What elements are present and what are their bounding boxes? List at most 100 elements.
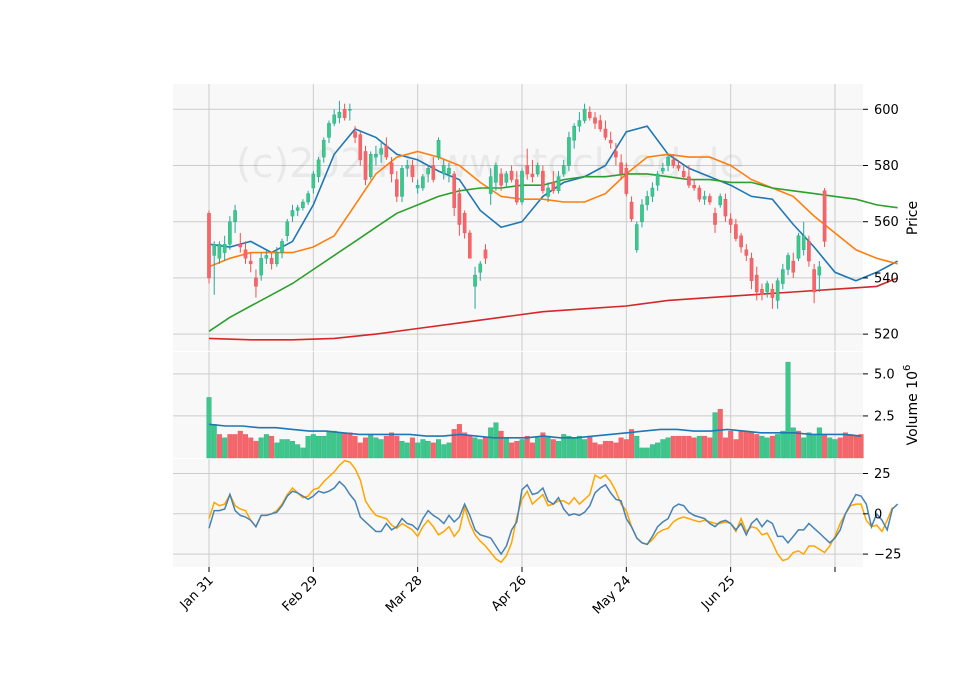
candle-body [395, 179, 399, 197]
volume-bar [269, 435, 275, 459]
volume-bar [295, 444, 301, 459]
candle-body [781, 269, 785, 284]
candle-body [619, 162, 623, 175]
candle-body [400, 168, 404, 197]
volume-bar [503, 437, 509, 459]
volume-bar [602, 440, 608, 459]
volume-bar [519, 439, 525, 459]
candle-body [415, 184, 420, 189]
volume-bar [754, 434, 760, 459]
price-panel-background [173, 84, 863, 351]
candle-body [379, 148, 383, 155]
candle-body [222, 243, 227, 253]
candle-body [374, 154, 378, 158]
candle-body [280, 241, 284, 253]
volume-bar [425, 440, 431, 459]
volume-bar [728, 430, 734, 459]
volume-bar [587, 435, 593, 459]
volume-bar [848, 434, 854, 459]
candle-body [207, 213, 211, 279]
volume-bar [237, 430, 243, 459]
candle-body [248, 260, 253, 265]
candle-body [301, 201, 305, 208]
volume-bar [712, 412, 718, 459]
volume-bar [535, 437, 541, 459]
volume-bar [811, 434, 817, 459]
volume-bar [347, 432, 353, 459]
volume-bar [665, 437, 671, 459]
candle-body [786, 255, 790, 270]
volume-bar [368, 434, 374, 459]
volume-bar [639, 447, 645, 459]
price-ytick-label: 580 [874, 159, 899, 174]
candle-body [421, 176, 425, 189]
candle-body [488, 176, 493, 194]
volume-bar [253, 440, 259, 459]
candle-body [650, 187, 655, 197]
candle-body [608, 140, 613, 144]
volume-bar [696, 435, 702, 459]
candle-body [238, 243, 243, 248]
volume-bar [524, 435, 530, 459]
volume-bar [806, 432, 812, 459]
price-ytick-label: 560 [874, 215, 899, 230]
candle-body [702, 196, 707, 200]
volume-bar [441, 444, 447, 459]
oscillator-main-line [208, 480, 899, 556]
volume-axis-label: Volume 106 [902, 365, 921, 446]
volume-bar [660, 439, 666, 459]
candle-body [541, 170, 545, 191]
volume-bar [222, 437, 228, 459]
candle-body [708, 196, 712, 203]
candle-body [264, 255, 269, 259]
candle-body [791, 260, 796, 273]
volume-bar [686, 435, 692, 459]
volume-bar [743, 430, 749, 459]
volume-bar [561, 434, 567, 459]
volume-bar [488, 427, 494, 459]
candle-body [671, 159, 676, 166]
volume-moving-average [208, 423, 862, 439]
volume-bar [472, 437, 478, 459]
candle-body [499, 173, 503, 186]
candle-body [812, 269, 816, 293]
candle-body [728, 218, 733, 225]
candle-body [634, 224, 639, 251]
candle-body [353, 131, 357, 138]
candle-body [572, 125, 576, 141]
candle-body [368, 154, 373, 177]
candle-body [551, 182, 556, 192]
volume-bar [415, 442, 421, 459]
candle-body [577, 120, 582, 127]
price-ytick-label: 520 [874, 328, 899, 343]
oscillator-series [208, 459, 899, 564]
candle-body [290, 210, 295, 217]
candle-body [770, 288, 775, 298]
candle-body [426, 168, 430, 175]
candle-body [687, 176, 691, 186]
volume-bar [775, 434, 781, 459]
volume-bar [702, 435, 708, 459]
candle-body [405, 165, 410, 169]
volume-bar [404, 442, 410, 459]
volume-bar [300, 447, 306, 459]
candle-body [447, 168, 451, 175]
candle-body [217, 243, 222, 259]
candle-body [749, 258, 754, 281]
volume-bar [550, 439, 556, 459]
volume-bar [316, 435, 322, 459]
candle-body [640, 204, 644, 222]
candle-body [332, 114, 337, 124]
volume-bar [206, 397, 212, 459]
volume-bar [608, 440, 614, 459]
volume-bar [289, 440, 295, 459]
volume-bar [764, 437, 770, 459]
candle-body [468, 232, 472, 259]
volume-bar [717, 409, 723, 459]
volume-bar [357, 442, 363, 459]
candle-body [765, 283, 769, 293]
volume-bar [227, 434, 233, 459]
candle-body [311, 173, 316, 189]
volume-bar [216, 434, 222, 459]
volume-bar [456, 424, 462, 459]
